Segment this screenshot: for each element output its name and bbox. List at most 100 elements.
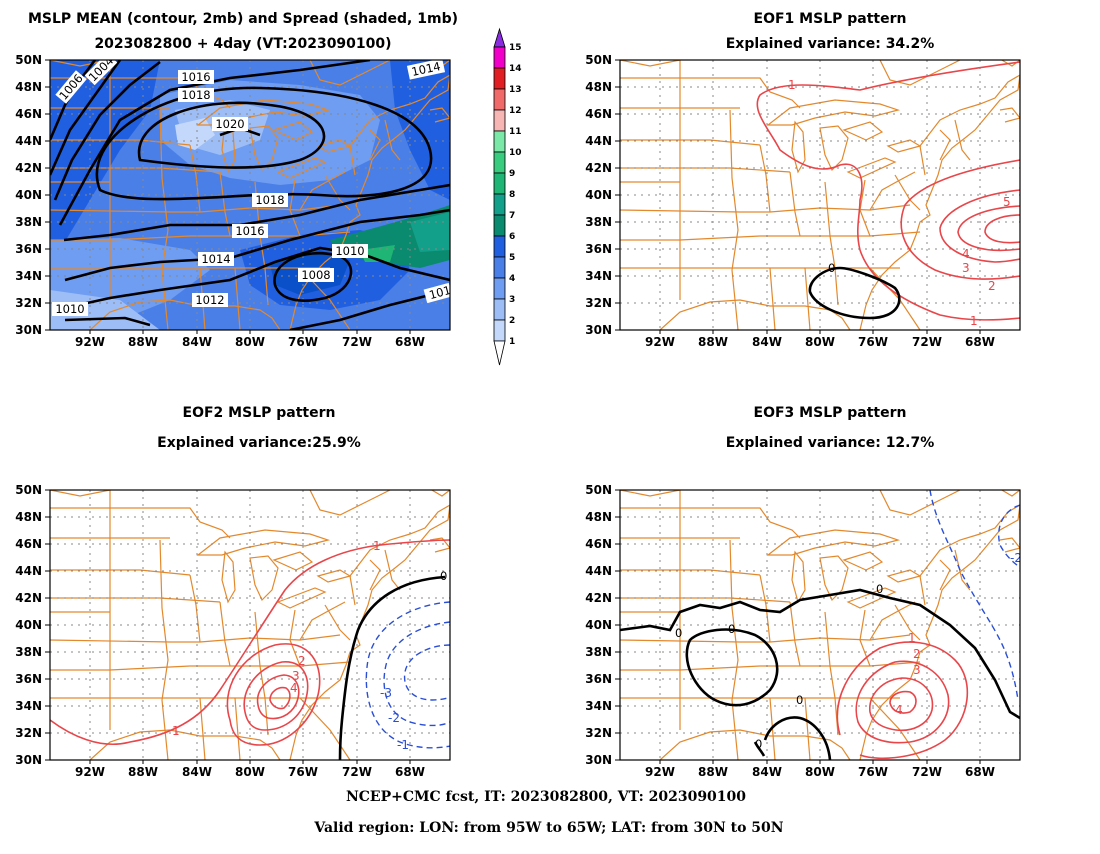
colorbar-segment	[493, 298, 506, 321]
colorbar-label: 2	[509, 316, 515, 326]
lat-tick-label: 34N	[585, 699, 612, 713]
svg-text:1010: 1010	[55, 302, 84, 316]
lat-tick-label: 40N	[585, 618, 612, 632]
lon-tick-label: 76W	[858, 765, 888, 779]
coastlines-states	[620, 490, 1020, 760]
colorbar-label: 14	[509, 64, 522, 74]
lon-tick-label: 88W	[128, 765, 158, 779]
svg-text:-3: -3	[380, 686, 392, 700]
lon-tick-label: 92W	[75, 765, 105, 779]
svg-text:1: 1	[908, 631, 916, 645]
colorbar-segment	[493, 67, 506, 90]
colorbar-segment	[493, 46, 506, 69]
lon-tick-label: 88W	[128, 335, 158, 349]
colorbar-segment	[493, 130, 506, 153]
svg-text:1014: 1014	[410, 59, 442, 79]
svg-text:0: 0	[876, 582, 883, 596]
colorbar-label: 13	[509, 85, 522, 95]
svg-text:3: 3	[962, 261, 970, 275]
lat-tick-label: 32N	[15, 296, 42, 310]
mslp-contour-labels: 1016 1018 1020 1018 1016 1014 1010 1008 …	[52, 59, 450, 316]
lon-tick-label: 88W	[698, 335, 728, 349]
lat-tick-label: 40N	[585, 188, 612, 202]
panel1-title: MSLP MEAN (contour, 2mb) and Spread (sha…	[28, 11, 458, 27]
panel-eof1: EOF1 MSLP pattern Explained variance: 34…	[619, 11, 1021, 331]
lon-tick-label: 92W	[645, 335, 675, 349]
svg-text:-2: -2	[1010, 551, 1022, 565]
colorbar-segment	[493, 319, 506, 342]
lon-tick-label: 72W	[912, 765, 942, 779]
lon-tick-label: 68W	[395, 765, 425, 779]
colorbar-label: 11	[509, 127, 522, 137]
lat-tick-label: 44N	[585, 564, 612, 578]
svg-text:-2: -2	[388, 711, 400, 725]
lon-tick-label: 80W	[235, 765, 265, 779]
eof3-labels: 0 0 0 0 0 1 2 3 4 -2	[675, 551, 1022, 751]
lon-tick-label: 80W	[235, 335, 265, 349]
lon-tick-label: 68W	[395, 335, 425, 349]
panel4-title: EOF3 MSLP pattern	[754, 405, 907, 421]
colorbar-label: 1	[509, 337, 515, 347]
footer-forecast-info: NCEP+CMC fcst, IT: 2023082800, VT: 20230…	[346, 789, 746, 805]
lat-tick-label: 50N	[585, 53, 612, 67]
lon-tick-label: 76W	[288, 335, 318, 349]
colorbar-label: 8	[509, 190, 515, 200]
colorbar-segment	[493, 214, 506, 237]
colorbar-segment	[493, 109, 506, 132]
lon-tick-label: 92W	[645, 765, 675, 779]
svg-text:0: 0	[440, 569, 447, 583]
lat-tick-label: 50N	[585, 483, 612, 497]
svg-text:1012: 1012	[195, 293, 224, 307]
svg-text:1016: 1016	[235, 224, 264, 238]
svg-text:5: 5	[1003, 195, 1011, 209]
colorbar-label: 9	[509, 169, 515, 179]
svg-text:1008: 1008	[301, 268, 330, 282]
colorbar-label: 15	[509, 43, 522, 53]
colorbar-segment	[493, 151, 506, 174]
svg-text:1010: 1010	[335, 244, 364, 258]
svg-text:3: 3	[913, 663, 921, 677]
panel3-title: EOF2 MSLP pattern	[183, 405, 336, 421]
colorbar-segment	[493, 277, 506, 300]
panel-eof2: EOF2 MSLP pattern Explained variance:25.…	[49, 405, 451, 761]
colorbar-label: 10	[509, 148, 522, 158]
lat-tick-label: 30N	[15, 323, 42, 337]
lat-tick-label: 32N	[15, 726, 42, 740]
colorbar-label: 4	[509, 274, 515, 284]
lat-tick-label: 50N	[15, 53, 42, 67]
colorbar-segment	[493, 193, 506, 216]
lat-tick-label: 40N	[15, 188, 42, 202]
lat-tick-label: 46N	[15, 537, 42, 551]
lat-tick-label: 36N	[585, 242, 612, 256]
svg-text:3: 3	[292, 669, 300, 683]
colorbar-segment	[493, 88, 506, 111]
svg-text:1: 1	[373, 539, 381, 553]
mslp-mean-contours	[50, 60, 450, 330]
svg-text:4: 4	[895, 703, 903, 717]
eof1-labels: 1 0 1 2 3 4 5	[788, 78, 1011, 328]
svg-text:1: 1	[970, 314, 978, 328]
lon-tick-label: 72W	[342, 765, 372, 779]
panel2-title: EOF1 MSLP pattern	[754, 11, 907, 27]
lat-tick-label: 38N	[15, 645, 42, 659]
panel4-subtitle: Explained variance: 12.7%	[726, 435, 935, 451]
lat-tick-label: 38N	[15, 215, 42, 229]
lat-tick-label: 44N	[15, 134, 42, 148]
lat-tick-label: 32N	[585, 726, 612, 740]
lon-tick-label: 80W	[805, 765, 835, 779]
colorbar-label: 7	[509, 211, 515, 221]
svg-text:1: 1	[788, 78, 796, 92]
lon-tick-label: 68W	[965, 335, 995, 349]
lon-tick-label: 92W	[75, 335, 105, 349]
svg-text:1014: 1014	[201, 252, 230, 266]
svg-text:4: 4	[290, 681, 298, 695]
colorbar-segment	[493, 235, 506, 258]
colorbar-label: 12	[509, 106, 522, 116]
svg-text:2: 2	[988, 279, 996, 293]
eof3-contours	[620, 490, 1020, 760]
panel-mslp-mean: MSLP MEAN (contour, 2mb) and Spread (sha…	[28, 11, 458, 331]
lat-tick-label: 48N	[585, 510, 612, 524]
colorbar-segment	[493, 340, 506, 366]
lon-tick-label: 76W	[858, 335, 888, 349]
